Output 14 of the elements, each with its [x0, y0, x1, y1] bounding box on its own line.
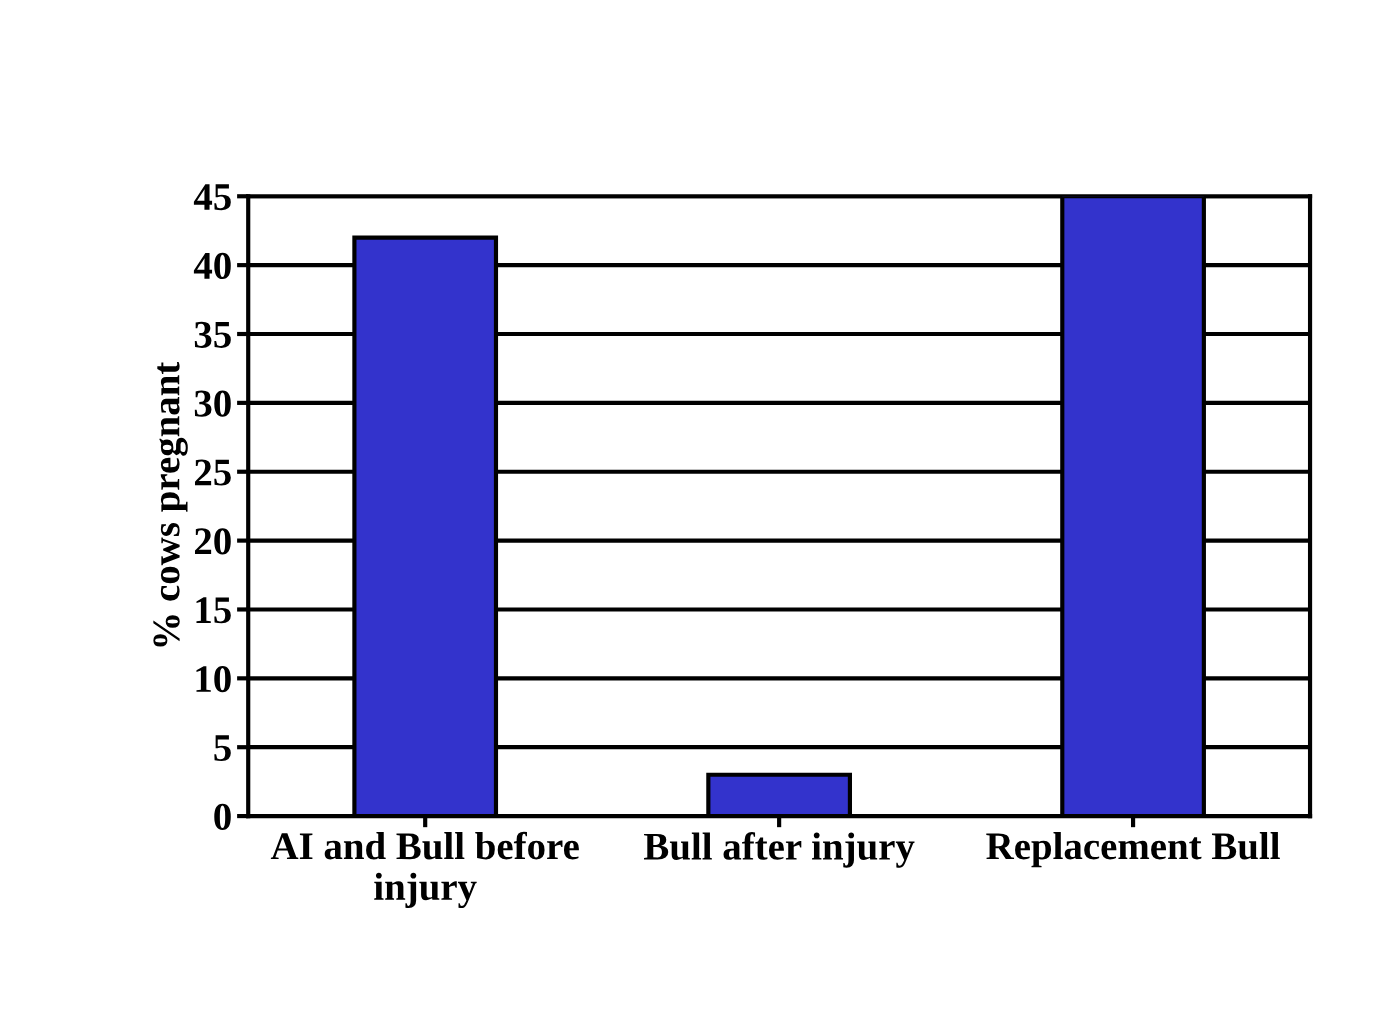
y-tick-label: 20 — [194, 528, 231, 555]
y-tick-label: 15 — [196, 597, 231, 624]
y-tick-label: 25 — [194, 459, 231, 486]
y-tick-label: 40 — [193, 252, 231, 280]
x-tick-label: Replacement Bull — [986, 832, 1280, 868]
y-axis-title: % cows pregnant — [153, 361, 188, 647]
y-tick-label: 10 — [196, 665, 231, 693]
x-tick-label: Bull after injury — [644, 832, 915, 868]
y-tick-label: 5 — [214, 735, 231, 762]
y-tick-label: 0 — [214, 803, 231, 830]
x-tick-label: AI and Bull before injury — [270, 831, 579, 909]
y-tick-label: 35 — [194, 321, 231, 348]
y-tick-label: 45 — [193, 184, 231, 211]
y-tick-label: 30 — [194, 390, 231, 417]
